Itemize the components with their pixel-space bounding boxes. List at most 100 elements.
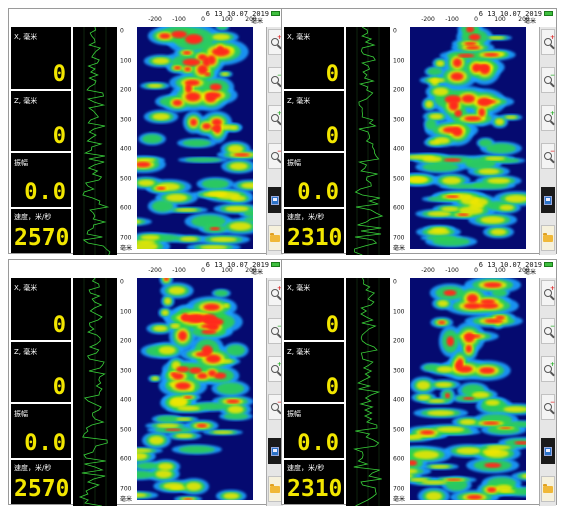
heatmap-blob	[205, 317, 224, 326]
zoom-add-icon: +	[544, 361, 555, 373]
open-folder-button[interactable]	[541, 225, 555, 251]
zoom-reset-button[interactable]: −	[268, 394, 282, 420]
zoom-reset-button[interactable]: −	[541, 394, 555, 420]
z-value: 0	[52, 375, 67, 400]
heatmap-blob	[465, 344, 472, 353]
zoom-add-button[interactable]: +	[268, 356, 282, 382]
heatmap-blob	[425, 100, 433, 108]
timestamp: 6 13 10.07 2019	[478, 261, 542, 269]
a-scan-trace	[346, 26, 390, 256]
heatmap-blob	[175, 208, 198, 212]
z-label: Z, 毫米	[14, 348, 38, 356]
heatmap-blob	[159, 33, 171, 39]
scan-heatmap	[410, 27, 526, 248]
heatmap-blob	[413, 450, 439, 460]
heatmap-blob	[508, 487, 526, 496]
open-folder-button[interactable]	[541, 476, 555, 502]
heatmap-blob	[185, 92, 201, 102]
scan-heatmap	[137, 278, 253, 500]
scan-heatmap	[410, 278, 526, 500]
zoom-out-button[interactable]: −	[541, 318, 555, 344]
heatmap-blob	[495, 484, 513, 492]
heatmap-blob	[195, 351, 210, 357]
heatmap-blob	[201, 179, 229, 189]
amplitude-label: 振幅	[287, 410, 301, 418]
heatmap-blob	[244, 216, 253, 223]
zoom-in-button[interactable]: +	[268, 29, 282, 55]
zoom-out-button[interactable]: −	[541, 67, 555, 93]
heatmap-blob	[176, 366, 190, 373]
heatmap-blob	[229, 222, 252, 231]
x-axis: -200 -100 0 100 200	[137, 267, 267, 277]
timestamp: 6 13 10.07 2019	[205, 10, 269, 18]
save-button[interactable]	[541, 438, 555, 464]
heatmap-blob	[446, 478, 462, 481]
save-button[interactable]	[541, 187, 555, 213]
trace-line	[78, 277, 108, 507]
heatmap-blob	[445, 195, 460, 199]
save-icon	[544, 446, 552, 456]
zoom-reset-button[interactable]: −	[541, 143, 555, 169]
x-axis-unit: 毫米	[523, 269, 536, 276]
zoom-in-button[interactable]: +	[541, 280, 555, 306]
save-button[interactable]	[268, 187, 282, 213]
y-tick-label: 600	[120, 455, 132, 463]
y-tick-label: 0	[120, 278, 124, 286]
x-tick-label: -100	[172, 16, 186, 23]
y-tick-label: 100	[393, 308, 405, 315]
x-tick-label: 0	[474, 267, 478, 274]
y-tick-label: 0	[120, 27, 124, 35]
heatmap-blob	[205, 93, 217, 103]
heatmap-blob	[151, 200, 174, 212]
zoom-add-button[interactable]: +	[541, 105, 555, 131]
heatmap-blob	[153, 325, 168, 332]
y-tick-label: 300	[120, 367, 132, 374]
b-scan-image[interactable]	[137, 27, 253, 249]
speed-value: 2570	[14, 225, 70, 251]
heatmap-blob	[137, 452, 148, 460]
heatmap-blob	[443, 158, 462, 162]
b-scan-image[interactable]	[410, 278, 526, 500]
zoom-add-button[interactable]: +	[268, 105, 282, 131]
heatmap-blob	[182, 58, 201, 66]
zoom-out-button[interactable]: −	[268, 318, 282, 344]
zoom-in-button[interactable]: +	[541, 29, 555, 55]
zoom-out-button[interactable]: −	[268, 67, 282, 93]
save-button[interactable]	[268, 438, 282, 464]
z-label: Z, 毫米	[287, 348, 311, 356]
open-folder-button[interactable]	[268, 225, 282, 251]
heatmap-blob	[485, 449, 509, 458]
heatmap-blob	[457, 53, 475, 58]
y-tick-label: 100	[120, 57, 132, 64]
zoom-reset-icon: −	[544, 148, 555, 160]
z-value: 0	[325, 375, 340, 400]
x-tick-label: -200	[421, 267, 435, 274]
y-tick-label: 200	[120, 337, 132, 345]
speed-readout: 速度，米/秒 2570	[11, 209, 71, 253]
heatmap-blob	[504, 194, 526, 203]
battery-icon	[544, 262, 553, 267]
amplitude-readout: 振幅 0.0	[284, 153, 344, 207]
amplitude-readout: 振幅 0.0	[11, 153, 71, 207]
zoom-reset-button[interactable]: −	[268, 143, 282, 169]
heatmap-blob	[156, 423, 180, 428]
y-tick-label: 400	[393, 396, 405, 404]
z-value: 0	[325, 124, 340, 149]
heatmap-blob	[482, 421, 500, 425]
zoom-add-icon: +	[271, 361, 282, 373]
b-scan-image[interactable]	[410, 27, 526, 249]
zoom-in-icon: +	[544, 34, 555, 46]
save-icon	[544, 195, 552, 205]
speed-readout: 速度，米/秒 2310	[284, 460, 344, 504]
heatmap-blob	[469, 203, 484, 210]
heatmap-blob	[233, 153, 250, 157]
open-folder-button[interactable]	[268, 476, 282, 502]
heatmap-blob	[217, 27, 228, 30]
heatmap-blob	[433, 87, 449, 96]
b-scan-image[interactable]	[137, 278, 253, 500]
zoom-in-button[interactable]: +	[268, 280, 282, 306]
scan-panel: 6 13 10.07 2019 X, 毫米 0 Z, 毫米 0 振幅 0.0 速…	[8, 259, 284, 507]
zoom-add-button[interactable]: +	[541, 356, 555, 382]
x-value: 0	[52, 62, 67, 87]
x-tick-label: 0	[201, 267, 205, 274]
